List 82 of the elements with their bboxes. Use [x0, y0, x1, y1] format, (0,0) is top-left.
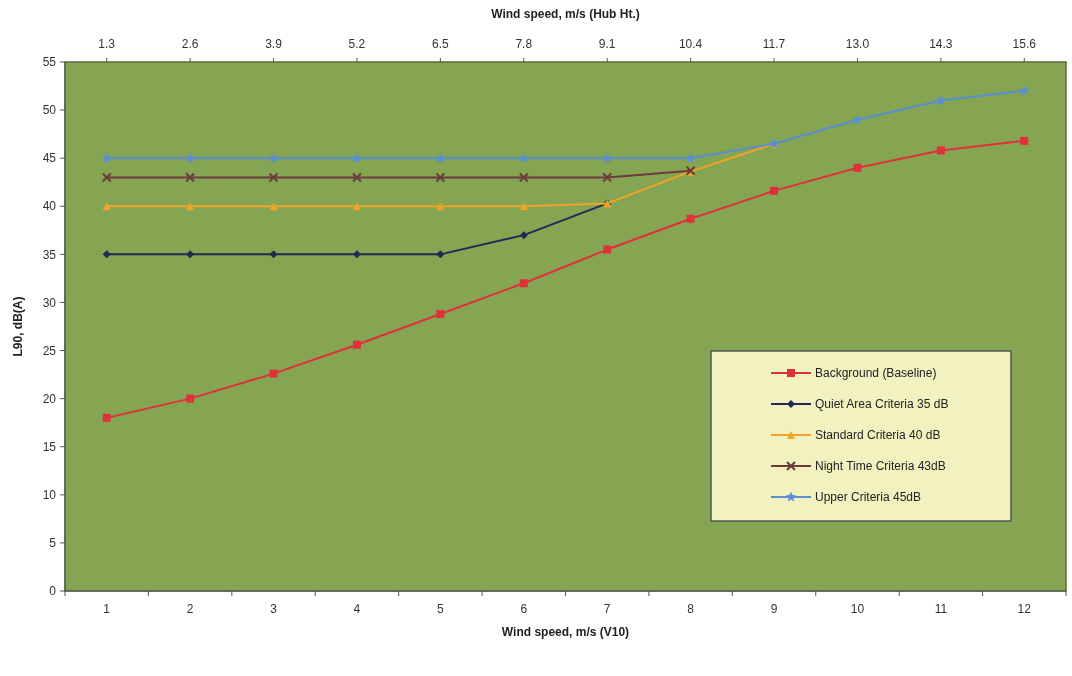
point: [269, 202, 278, 211]
x-axis-title: Wind speed, m/s (V10): [501, 625, 630, 639]
legend-label: Quiet Area Criteria 35 dB: [815, 397, 949, 412]
point: [352, 340, 361, 349]
y-tick-label: 30: [42, 295, 57, 310]
y-tick-label: 35: [42, 247, 57, 262]
x2-tick-label: 9.1: [598, 37, 616, 51]
x2-tick-label: 2.6: [181, 37, 199, 51]
x2-tick-label: 13.0: [845, 37, 870, 51]
x-tick-label: 6: [520, 602, 528, 616]
point: [351, 152, 363, 163]
point: [1019, 85, 1030, 96]
point: [186, 394, 195, 403]
point: [102, 413, 111, 422]
point: [935, 94, 947, 105]
point: [436, 310, 445, 318]
point: [101, 152, 112, 163]
point: [268, 152, 279, 163]
legend-label: Background (Baseline): [815, 366, 937, 381]
x-tick-label: 9: [770, 602, 778, 616]
point: [436, 250, 445, 259]
point: [518, 172, 529, 183]
point: [185, 172, 196, 183]
x2-tick-label: 1.3: [98, 37, 116, 51]
point: [269, 369, 278, 378]
y-tick-label: 5: [49, 536, 57, 551]
point: [602, 172, 613, 183]
x2-tick-label: 6.5: [432, 37, 450, 51]
y-tick-label: 45: [42, 151, 57, 166]
x-tick-label: 3: [270, 602, 278, 616]
x-tick-label: 1: [103, 602, 111, 616]
y-tick-label: 55: [42, 55, 57, 70]
legend-label: Standard Criteria 40 dB: [815, 428, 941, 443]
y-axis-title: L90, dB(A): [11, 296, 25, 357]
point: [102, 250, 111, 259]
point: [852, 114, 863, 125]
point: [268, 172, 279, 183]
x2-tick-label: 7.8: [515, 37, 533, 51]
point: [686, 214, 695, 223]
x2-tick-label: 14.3: [929, 37, 953, 51]
x-tick-label: 8: [687, 602, 695, 616]
legend-label: Night Time Criteria 43dB: [815, 459, 946, 474]
y-tick-label: 10: [42, 488, 57, 503]
x2-tick-label: 11.7: [762, 37, 786, 51]
y-tick-label: 50: [42, 103, 57, 118]
y-tick-label: 25: [42, 343, 57, 358]
point: [101, 172, 112, 183]
x-tick-label: 11: [934, 602, 948, 616]
point: [352, 202, 361, 211]
point: [519, 279, 528, 288]
y-tick-label: 20: [42, 391, 57, 406]
x2-tick-label: 10.4: [678, 37, 703, 51]
point: [184, 152, 196, 163]
y-tick-label: 0: [49, 584, 57, 599]
point: [435, 152, 446, 163]
point: [936, 146, 945, 155]
x-tick-label: 4: [353, 602, 361, 616]
legend-label: Upper Criteria 45dB: [815, 490, 922, 505]
x2-tick-label: 3.9: [265, 37, 283, 51]
x-tick-label: 10: [850, 602, 865, 616]
point: [351, 172, 362, 183]
point: [853, 163, 862, 172]
point: [269, 250, 278, 259]
x-tick-label: 7: [603, 602, 611, 616]
y-tick-label: 15: [42, 439, 57, 454]
point: [352, 250, 361, 259]
x-tick-label: 5: [437, 602, 445, 616]
point: [1020, 136, 1029, 145]
x2-tick-label: 5.2: [348, 37, 366, 51]
point: [685, 152, 696, 163]
point: [435, 172, 446, 183]
x-tick-label: 2: [186, 602, 194, 616]
x2-tick-label: 15.6: [1012, 37, 1037, 51]
point: [519, 231, 528, 240]
point: [601, 152, 613, 163]
y-tick-label: 40: [42, 199, 57, 214]
point: [770, 186, 779, 195]
point: [518, 152, 530, 163]
x2-axis-title: Wind speed, m/s (Hub Ht.): [491, 7, 640, 21]
point: [603, 245, 612, 254]
point: [186, 250, 195, 259]
x-tick-label: 12: [1017, 602, 1032, 616]
